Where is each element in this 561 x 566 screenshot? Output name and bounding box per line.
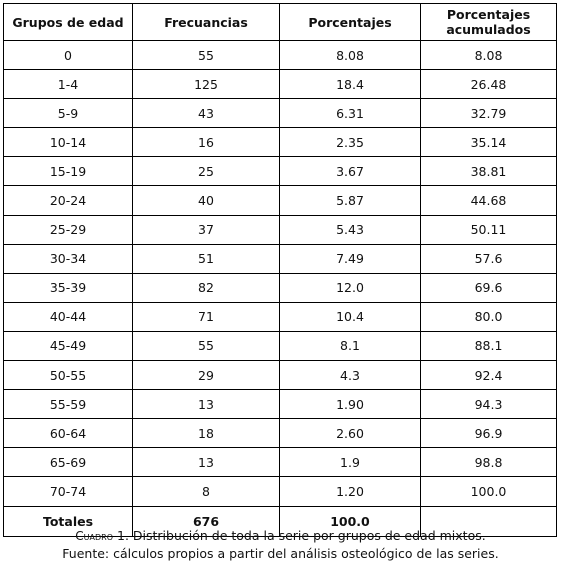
cell-age-group: 25-29 xyxy=(3,214,133,245)
totals-row: Totales 676 100.0 xyxy=(3,505,557,537)
table-row: 55-59 13 1.90 94.3 xyxy=(3,389,557,420)
totals-frequency: 676 xyxy=(132,505,280,537)
cell-cumulative: 44.68 xyxy=(420,185,557,216)
table-row: 5-9 43 6.31 32.79 xyxy=(3,98,557,129)
cell-age-group: 35-39 xyxy=(3,272,133,303)
cell-percentage: 2.35 xyxy=(279,127,421,158)
cell-age-group: 10-14 xyxy=(3,127,133,158)
cell-cumulative: 35.14 xyxy=(420,127,557,158)
cell-age-group: 55-59 xyxy=(3,389,133,420)
cell-frequency: 29 xyxy=(132,360,280,391)
table-row: 50-55 29 4.3 92.4 xyxy=(3,360,557,391)
cell-percentage: 8.1 xyxy=(279,330,421,362)
cell-age-group: 45-49 xyxy=(3,330,133,362)
cell-percentage: 1.20 xyxy=(279,476,421,507)
table-row: 40-44 71 10.4 80.0 xyxy=(3,301,557,332)
table-row: 0 55 8.08 8.08 xyxy=(3,39,557,71)
cell-percentage: 3.67 xyxy=(279,156,421,187)
cell-percentage: 8.08 xyxy=(279,39,421,71)
cell-frequency: 43 xyxy=(132,98,280,129)
cell-cumulative: 32.79 xyxy=(420,98,557,129)
cell-cumulative: 69.6 xyxy=(420,272,557,303)
cell-age-group: 5-9 xyxy=(3,98,133,129)
cell-percentage: 18.4 xyxy=(279,69,421,100)
cell-cumulative: 98.8 xyxy=(420,447,557,478)
cell-cumulative: 92.4 xyxy=(420,360,557,391)
cell-frequency: 25 xyxy=(132,156,280,187)
cell-cumulative: 38.81 xyxy=(420,156,557,187)
table-row: 70-74 8 1.20 100.0 xyxy=(3,476,557,507)
caption-line-2: Fuente: cálculos propios a partir del an… xyxy=(62,546,499,561)
cell-age-group: 1-4 xyxy=(3,69,133,100)
caption-line-1: Cuadro 1. Distribución de toda la serie … xyxy=(0,527,561,545)
cell-percentage: 2.60 xyxy=(279,418,421,449)
cell-age-group: 65-69 xyxy=(3,447,133,478)
cell-cumulative: 88.1 xyxy=(420,330,557,362)
header-cumulative-percentage: Porcentajes acumulados xyxy=(420,3,557,41)
cell-age-group: 50-55 xyxy=(3,360,133,391)
cell-cumulative: 50.11 xyxy=(420,214,557,245)
cell-frequency: 18 xyxy=(132,418,280,449)
cell-percentage: 1.90 xyxy=(279,389,421,420)
table-row: 20-24 40 5.87 44.68 xyxy=(3,185,557,216)
cell-age-group: 20-24 xyxy=(3,185,133,216)
cell-frequency: 37 xyxy=(132,214,280,245)
header-percentage: Porcentajes xyxy=(279,3,421,41)
cell-frequency: 13 xyxy=(132,447,280,478)
caption-label: Cuadro xyxy=(75,529,114,543)
table-row: 35-39 82 12.0 69.6 xyxy=(3,272,557,303)
cell-frequency: 13 xyxy=(132,389,280,420)
cell-age-group: 0 xyxy=(3,39,133,71)
caption-text: 1. Distribución de toda la serie por gru… xyxy=(117,528,486,543)
table-header-row: Grupos de edad Frecuancias Porcentajes P… xyxy=(3,3,557,41)
table-row: 1-4 125 18.4 26.48 xyxy=(3,69,557,100)
cell-frequency: 51 xyxy=(132,243,280,274)
cell-percentage: 12.0 xyxy=(279,272,421,303)
table-row: 45-49 55 8.1 88.1 xyxy=(3,330,557,362)
cell-percentage: 6.31 xyxy=(279,98,421,129)
cell-percentage: 7.49 xyxy=(279,243,421,274)
table-caption: Cuadro 1. Distribución de toda la serie … xyxy=(0,527,561,563)
cell-age-group: 70-74 xyxy=(3,476,133,507)
cell-cumulative: 100.0 xyxy=(420,476,557,507)
cell-percentage: 5.87 xyxy=(279,185,421,216)
cell-percentage: 5.43 xyxy=(279,214,421,245)
frequency-table: Grupos de edad Frecuancias Porcentajes P… xyxy=(3,3,557,537)
table-row: 25-29 37 5.43 50.11 xyxy=(3,214,557,245)
table-row: 60-64 18 2.60 96.9 xyxy=(3,418,557,449)
cell-frequency: 16 xyxy=(132,127,280,158)
cell-cumulative: 94.3 xyxy=(420,389,557,420)
table-row: 30-34 51 7.49 57.6 xyxy=(3,243,557,274)
cell-frequency: 82 xyxy=(132,272,280,303)
cell-percentage: 10.4 xyxy=(279,301,421,332)
cell-age-group: 30-34 xyxy=(3,243,133,274)
cell-frequency: 55 xyxy=(132,39,280,71)
cell-frequency: 8 xyxy=(132,476,280,507)
header-frequency: Frecuancias xyxy=(132,3,280,41)
cell-frequency: 55 xyxy=(132,330,280,362)
cell-cumulative: 8.08 xyxy=(420,39,557,71)
cell-age-group: 40-44 xyxy=(3,301,133,332)
cell-percentage: 4.3 xyxy=(279,360,421,391)
cell-age-group: 15-19 xyxy=(3,156,133,187)
cell-percentage: 1.9 xyxy=(279,447,421,478)
cell-cumulative: 80.0 xyxy=(420,301,557,332)
totals-label: Totales xyxy=(3,505,133,537)
table-row: 10-14 16 2.35 35.14 xyxy=(3,127,557,158)
cell-age-group: 60-64 xyxy=(3,418,133,449)
cell-cumulative: 96.9 xyxy=(420,418,557,449)
cell-cumulative: 26.48 xyxy=(420,69,557,100)
table-row: 15-19 25 3.67 38.81 xyxy=(3,156,557,187)
cell-frequency: 125 xyxy=(132,69,280,100)
cell-cumulative: 57.6 xyxy=(420,243,557,274)
table-row: 65-69 13 1.9 98.8 xyxy=(3,447,557,478)
header-age-group: Grupos de edad xyxy=(3,3,133,41)
cell-frequency: 40 xyxy=(132,185,280,216)
totals-cumulative xyxy=(420,505,557,537)
cell-frequency: 71 xyxy=(132,301,280,332)
